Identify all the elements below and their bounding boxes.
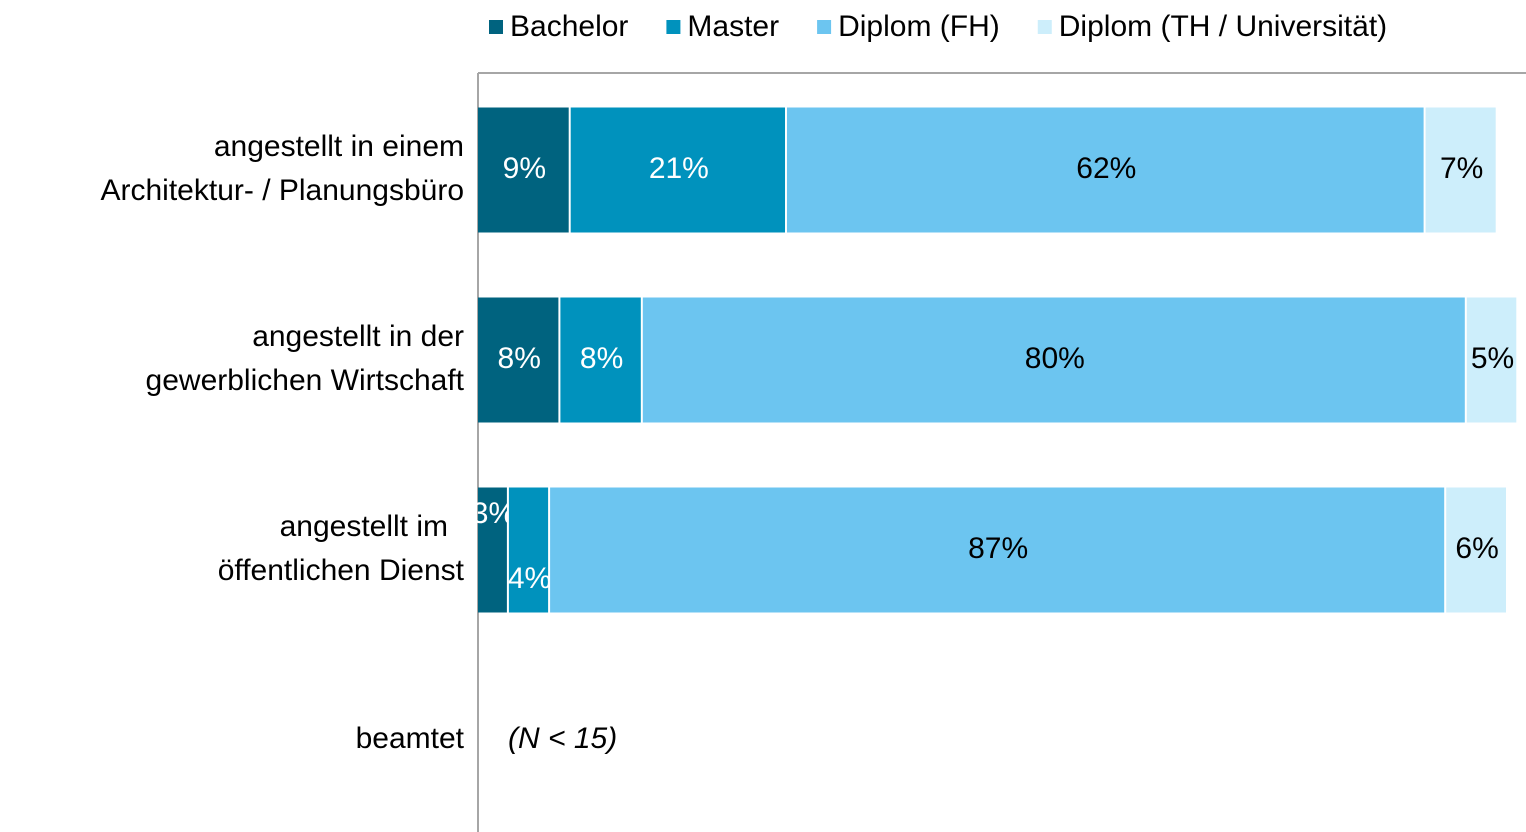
annotation: (N < 15)	[508, 722, 617, 755]
legend-swatch	[666, 20, 681, 34]
data-label: 5%	[1471, 342, 1514, 375]
data-label: 4%	[508, 562, 551, 595]
category-label: angestellt in einem Architektur- / Planun…	[100, 130, 464, 207]
legend-swatch	[817, 20, 832, 34]
legend-label: Diplom (FH)	[838, 10, 1000, 43]
data-label: 21%	[649, 152, 709, 185]
bar-segment	[550, 487, 1445, 613]
bar-segment	[478, 487, 507, 613]
bar-segment	[787, 107, 1424, 233]
legend-swatch	[489, 20, 503, 34]
bar-segment	[478, 297, 559, 423]
bar-segment	[508, 487, 549, 613]
legend-label: Diplom (TH / Universität)	[1059, 10, 1387, 43]
data-label: 87%	[968, 532, 1028, 565]
legend-swatch	[1037, 20, 1052, 34]
bar-segment	[642, 297, 1465, 423]
category-label: angestellt in der gewerblichen Wirtschaft	[146, 320, 465, 397]
data-label: 9%	[503, 152, 546, 185]
data-label: 3%	[472, 497, 515, 530]
legend-label: Bachelor	[510, 10, 628, 43]
bar-segment	[570, 107, 785, 233]
data-label: 7%	[1440, 152, 1483, 185]
data-label: 6%	[1455, 532, 1498, 565]
data-label: 8%	[498, 342, 541, 375]
bar-segment	[478, 107, 569, 233]
data-label: 8%	[580, 342, 623, 375]
category-label: angestellt im öffentlichen Dienst	[218, 510, 465, 587]
data-label: 62%	[1076, 152, 1136, 185]
category-label: beamtet	[356, 722, 465, 755]
bar-segment	[1466, 297, 1517, 423]
bar-segment	[560, 297, 641, 423]
bar-segment	[1425, 107, 1496, 233]
bar-segment	[1446, 487, 1506, 613]
data-label: 80%	[1025, 342, 1085, 375]
legend-label: Master	[687, 10, 779, 43]
